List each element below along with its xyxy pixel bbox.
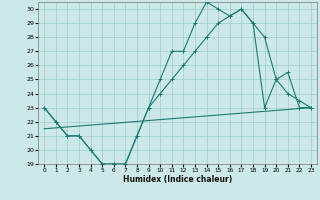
X-axis label: Humidex (Indice chaleur): Humidex (Indice chaleur) [123, 175, 232, 184]
